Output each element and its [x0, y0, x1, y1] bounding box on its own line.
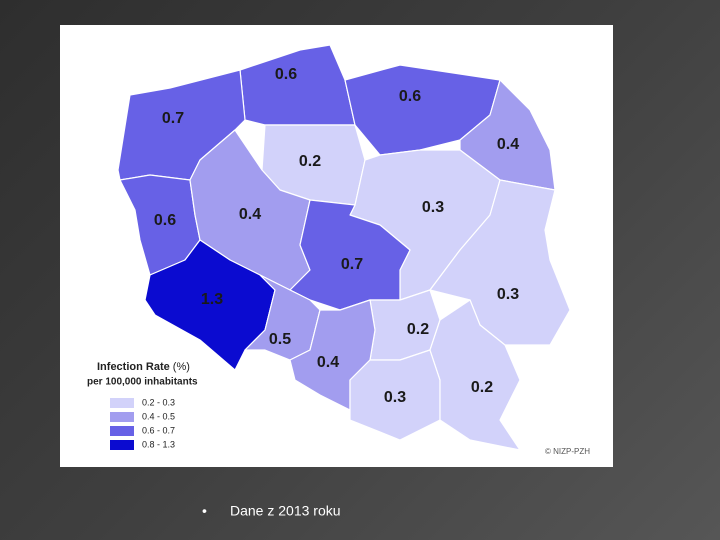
legend-title-text: Infection Rate	[97, 361, 170, 373]
region-label: 0.3	[384, 389, 406, 406]
legend-swatch	[110, 412, 134, 422]
region	[369, 289, 441, 361]
region-label: 0.7	[162, 110, 184, 127]
legend-title: Infection Rate (%)	[97, 361, 190, 373]
legend-label: 0.8 - 1.3	[142, 439, 175, 449]
region-label: 0.6	[399, 88, 421, 105]
region-label: 0.2	[407, 321, 429, 338]
legend-swatch	[110, 440, 134, 450]
region-label: 0.4	[497, 136, 519, 153]
legend-label: 0.6 - 0.7	[142, 425, 175, 435]
region-label: 0.7	[341, 256, 363, 273]
region-label: 0.6	[275, 66, 297, 83]
legend: Infection Rate (%) per 100,000 inhabitan…	[87, 361, 198, 450]
legend-title-unit: (%)	[173, 361, 190, 373]
credit: © NIZP-PZH	[545, 447, 590, 456]
bullet: •	[202, 503, 207, 519]
map	[117, 44, 571, 451]
region	[429, 299, 521, 451]
region-label: 0.4	[317, 354, 339, 371]
region-label: 0.5	[269, 331, 291, 348]
legend-label: 0.2 - 0.3	[142, 397, 175, 407]
caption: Dane z 2013 roku	[230, 503, 341, 519]
region-label: 0.3	[422, 199, 444, 216]
region-label: 0.3	[497, 286, 519, 303]
legend-swatch	[110, 398, 134, 408]
region-label: 0.2	[299, 153, 321, 170]
region	[349, 349, 441, 441]
region-label: 0.2	[471, 379, 493, 396]
region-labels: 0.6 0.6 0.7 0.4 0.2 0.3 0.6 0.4 0.7 0.3 …	[154, 66, 519, 406]
region-label: 0.6	[154, 212, 176, 229]
region-label: 1.3	[201, 291, 223, 308]
legend-swatch	[110, 426, 134, 436]
region-label: 0.4	[239, 206, 261, 223]
legend-label: 0.4 - 0.5	[142, 411, 175, 421]
legend-subtitle: per 100,000 inhabitants	[87, 377, 198, 388]
